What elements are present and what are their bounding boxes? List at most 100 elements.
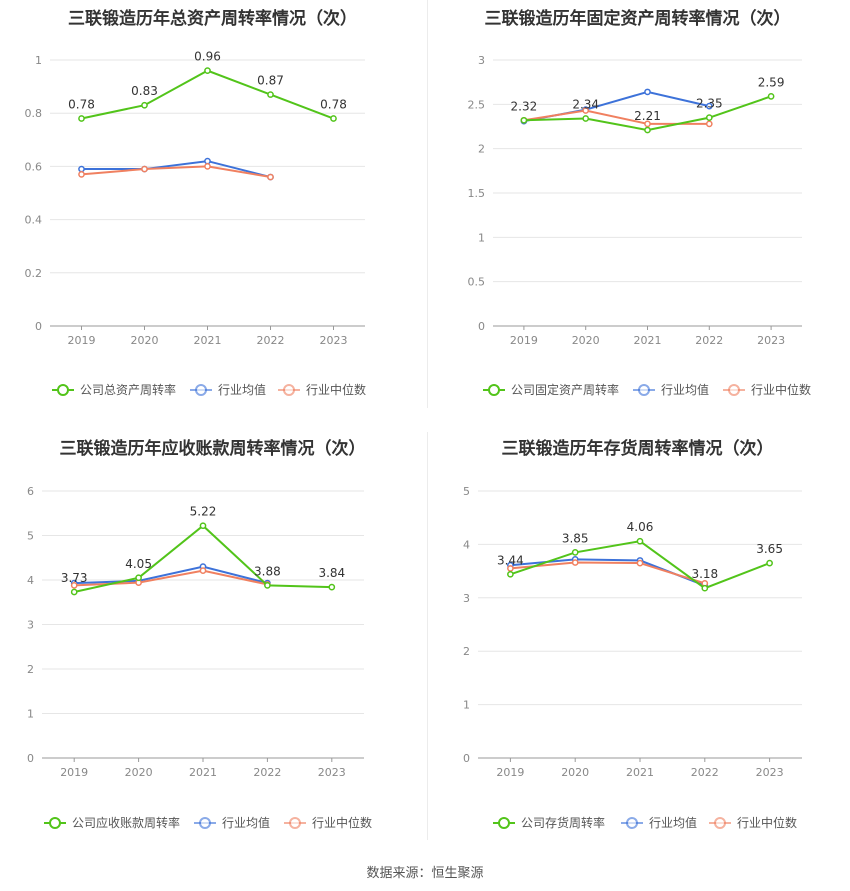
- data-point-company: [267, 91, 274, 98]
- data-point-company: [199, 522, 207, 530]
- x-tick-label: 2021: [189, 766, 217, 779]
- data-label: 4.05: [125, 557, 152, 571]
- data-point-company: [141, 101, 148, 109]
- data-source-note: 数据来源：恒生聚源: [366, 866, 484, 881]
- data-label: 3.18: [691, 567, 718, 581]
- data-label: 0.96: [194, 50, 221, 64]
- y-tick-label: 0: [478, 320, 485, 333]
- x-tick-label: 2020: [125, 766, 153, 779]
- data-label: 3.73: [61, 571, 88, 585]
- y-tick-label: 3: [27, 619, 34, 632]
- data-point-avg: [78, 165, 85, 173]
- y-tick-label: 0: [35, 320, 42, 333]
- data-point-company: [328, 583, 336, 591]
- legend-swatch-marker: [714, 817, 726, 829]
- y-tick-label: 0.5: [468, 276, 486, 289]
- data-label: 3.85: [562, 531, 589, 545]
- data-point-company: [520, 116, 528, 124]
- data-label: 2.35: [696, 97, 723, 111]
- data-point-company: [644, 126, 651, 134]
- x-tick-label: 2021: [626, 766, 654, 779]
- legend-swatch-marker: [199, 817, 211, 829]
- x-tick-label: 2020: [561, 766, 589, 779]
- data-label: 3.84: [318, 566, 345, 580]
- y-tick-label: 0.8: [25, 107, 43, 120]
- y-tick-label: 3: [463, 592, 470, 605]
- x-tick-label: 2022: [691, 766, 719, 779]
- x-tick-label: 2021: [194, 334, 222, 347]
- legend-label: 公司存货周转率: [521, 815, 605, 830]
- series-line-avg: [81, 160, 271, 179]
- data-label: 5.22: [190, 505, 217, 519]
- data-label: 2.21: [634, 109, 661, 123]
- data-point-median: [141, 165, 148, 173]
- data-point-company: [135, 574, 142, 582]
- x-tick-label: 2019: [510, 334, 538, 347]
- y-tick-label: 0: [27, 752, 34, 765]
- legend-label: 行业中位数: [306, 382, 366, 397]
- data-point-median: [70, 581, 78, 589]
- data-point-median: [636, 559, 644, 567]
- y-tick-label: 5: [27, 530, 34, 543]
- data-label: 2.32: [511, 99, 538, 113]
- legend-swatch-marker: [626, 817, 638, 829]
- data-point-company: [705, 114, 713, 121]
- y-tick-label: 2.5: [468, 98, 486, 111]
- y-tick-label: 3: [478, 54, 485, 67]
- data-point-company: [204, 67, 211, 74]
- x-tick-label: 2022: [257, 334, 285, 347]
- data-point-company: [636, 537, 644, 545]
- data-point-median: [571, 559, 579, 566]
- y-tick-label: 2: [27, 663, 34, 676]
- legend-swatch-marker: [57, 384, 69, 396]
- line-chart-inventory-turnover: 0 1 2 3 4 5 2019 2020 2021 2022 2023 3.44 3.85 4.06 3.…: [463, 485, 802, 830]
- chart-title: 三联锻造历年存货周转率情况（次）: [501, 439, 774, 459]
- line-chart-fixed-asset-turnover: 0 0.5 1 1.5 2 2.5 3 2019 2020 2021 2022 2023 2.32 2.3…: [468, 54, 812, 397]
- data-point-median: [644, 120, 651, 128]
- legend-label: 行业均值: [661, 382, 709, 397]
- y-tick-label: 4: [27, 574, 34, 587]
- chart-panel-fixed-asset-turnover: 三联锻造历年固定资产周转率情况（次） 0 0.5 1 1.5 2 2.5 3 2019 2020…: [425, 0, 850, 432]
- data-label: 0.87: [257, 74, 284, 88]
- line-chart-total-asset-turnover: 0 0.2 0.4 0.6 0.8 1 2019 2020 2021 2022 2023 0.78 0.…: [25, 50, 367, 397]
- y-tick-label: 6: [27, 485, 34, 498]
- x-tick-label: 2019: [60, 766, 88, 779]
- data-point-median: [204, 163, 211, 170]
- data-point-company: [571, 549, 579, 556]
- legend-label: 行业均值: [649, 815, 697, 830]
- x-tick-label: 2021: [634, 334, 662, 347]
- data-point-avg: [644, 88, 651, 96]
- data-label: 0.78: [320, 98, 347, 112]
- data-point-company: [701, 584, 709, 592]
- series-line-avg: [74, 565, 268, 585]
- x-tick-label: 2019: [68, 334, 96, 347]
- x-tick-label: 2020: [131, 334, 159, 347]
- series-line-company: [81, 69, 334, 120]
- x-tick-label: 2022: [695, 334, 723, 347]
- y-tick-label: 2: [463, 645, 470, 658]
- chart-title: 三联锻造历年固定资产周转率情况（次）: [484, 9, 791, 29]
- data-point-median: [582, 107, 590, 114]
- data-label: 0.78: [68, 98, 95, 112]
- y-tick-label: 1: [463, 699, 470, 712]
- vertical-divider-top: [427, 0, 428, 408]
- x-tick-label: 2023: [756, 766, 784, 779]
- x-tick-label: 2023: [757, 334, 785, 347]
- chart-panel-inventory-turnover: 三联锻造历年存货周转率情况（次） 0 1 2 3 4 5 2019 2020 2021 2022 2…: [425, 432, 850, 864]
- y-tick-label: 4: [463, 538, 470, 551]
- y-tick-label: 0.2: [25, 267, 43, 280]
- data-label: 2.59: [758, 75, 785, 89]
- data-label: 3.44: [497, 553, 524, 567]
- data-point-company: [767, 93, 775, 100]
- legend-swatch-marker: [289, 817, 301, 829]
- legend-label: 行业中位数: [737, 815, 797, 830]
- chart-panel-total-asset-turnover: 三联锻造历年总资产周转率情况（次） 0 0.2 0.4 0.6 0.8 1 2019 2020…: [0, 0, 425, 432]
- legend-label: 行业中位数: [751, 382, 811, 397]
- x-tick-label: 2022: [253, 766, 281, 779]
- y-tick-label: 2: [478, 143, 485, 156]
- legend-swatch-marker: [638, 384, 650, 396]
- series-line-median: [523, 109, 710, 125]
- legend-swatch-marker: [498, 817, 510, 829]
- x-tick-label: 2023: [318, 766, 346, 779]
- legend-swatch-marker: [488, 384, 500, 396]
